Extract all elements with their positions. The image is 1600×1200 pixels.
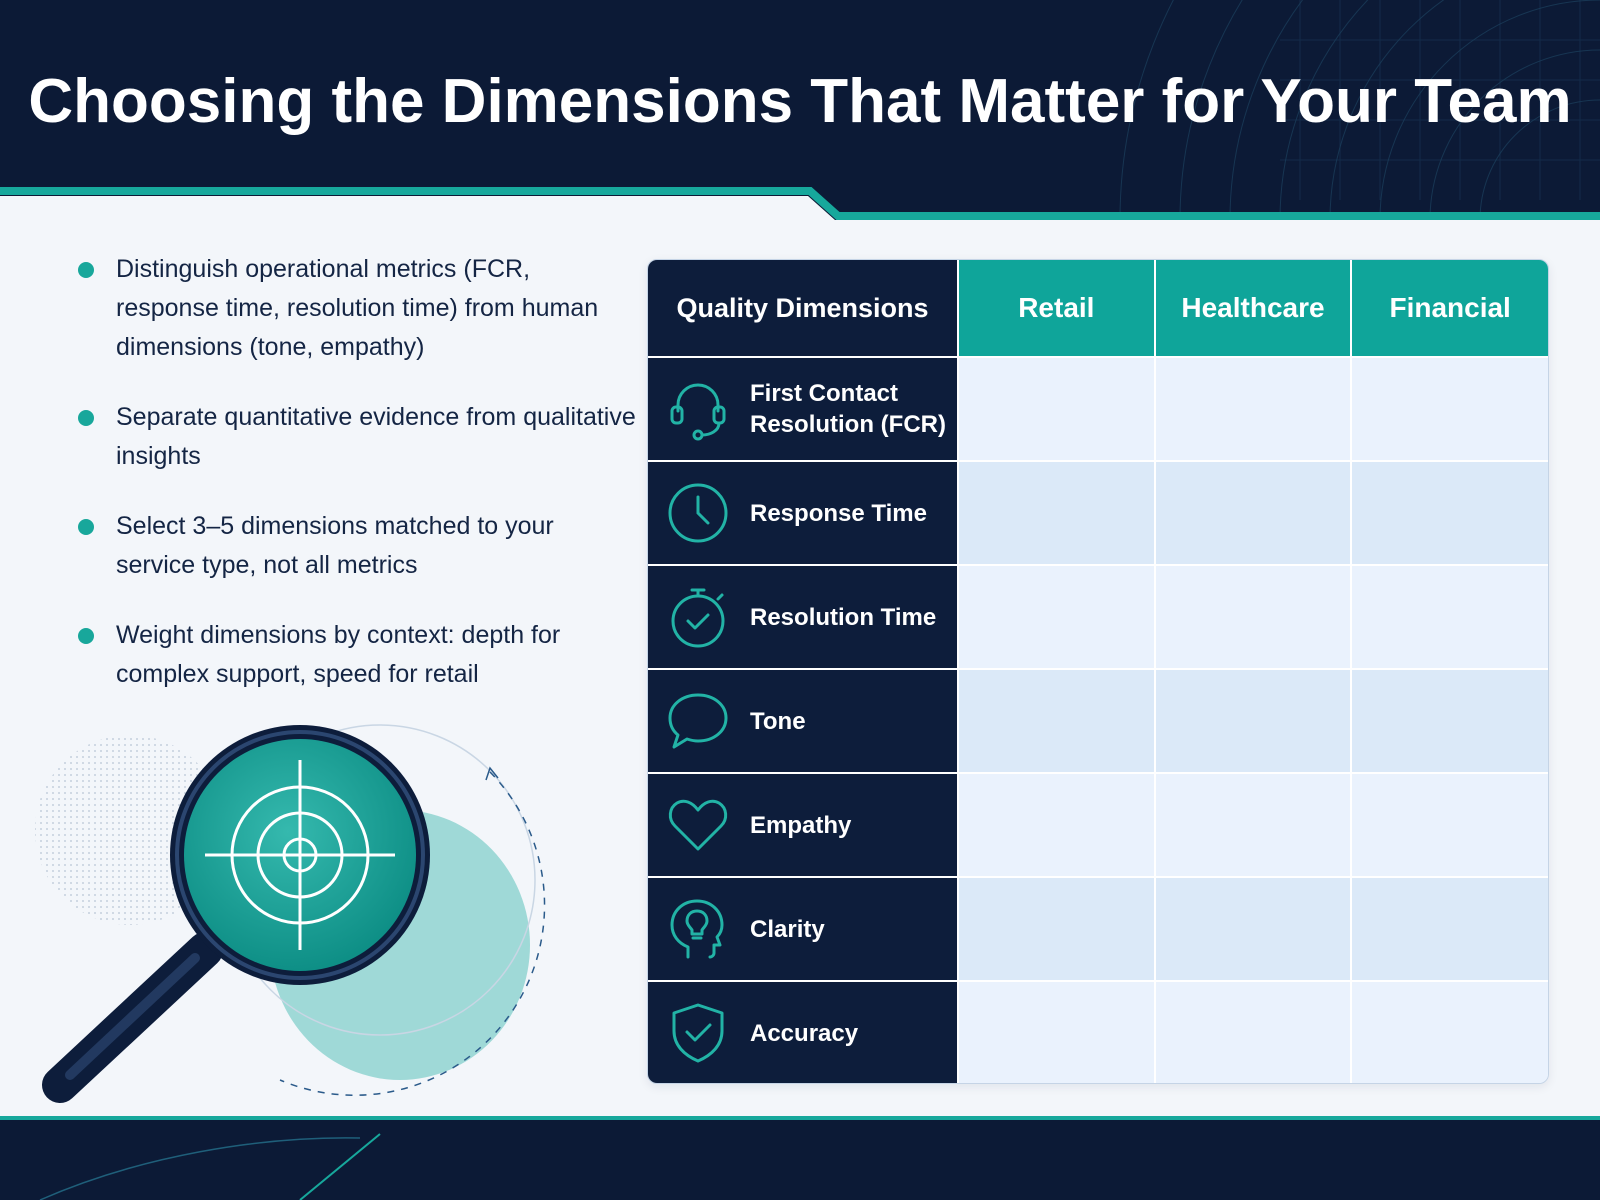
bullet-dot-icon xyxy=(78,519,94,535)
table-cell-healthcare xyxy=(1154,565,1353,670)
table-cell-financial xyxy=(1351,877,1548,982)
table-cell-healthcare xyxy=(1154,461,1353,566)
clock-icon xyxy=(668,483,728,543)
table-cell-financial xyxy=(1351,565,1548,670)
bullet-item: Distinguish operational metrics (FCR, re… xyxy=(76,250,636,367)
row-header-clarity: Clarity xyxy=(648,877,959,982)
bullet-text: Weight dimensions by context: depth for … xyxy=(116,621,561,688)
table-cell-retail xyxy=(958,669,1156,774)
table-row: Resolution Time xyxy=(648,565,1548,670)
row-label: First Contact Resolution (FCR) xyxy=(750,380,946,438)
table-cell-financial xyxy=(1351,357,1548,462)
table-row: Empathy xyxy=(648,773,1548,878)
heart-icon xyxy=(668,799,728,851)
table-cell-healthcare xyxy=(1154,669,1353,774)
row-header-resolution-time: Resolution Time xyxy=(648,565,959,670)
row-header-fcr: First Contact Resolution (FCR) xyxy=(648,357,959,462)
table-row: Tone xyxy=(648,669,1548,774)
table-cell-financial xyxy=(1351,773,1548,878)
column-header-financial: Financial xyxy=(1351,260,1548,358)
table-cell-financial xyxy=(1351,461,1548,566)
column-header-quality-dimensions: Quality Dimensions xyxy=(648,260,959,358)
header-background xyxy=(0,0,1600,220)
table-cell-healthcare xyxy=(1154,877,1353,982)
table-cell-healthcare xyxy=(1154,981,1353,1083)
bullet-dot-icon xyxy=(78,628,94,644)
table-cell-retail xyxy=(958,357,1156,462)
head-lightbulb-icon xyxy=(670,899,724,959)
row-label: Empathy xyxy=(750,811,852,839)
table-cell-retail xyxy=(958,461,1156,566)
row-header-accuracy: Accuracy xyxy=(648,981,959,1083)
table-cell-retail xyxy=(958,981,1156,1083)
bullet-item: Separate quantitative evidence from qual… xyxy=(76,398,636,476)
table-cell-retail xyxy=(958,773,1156,878)
row-label: Resolution Time xyxy=(750,603,937,631)
shield-check-icon xyxy=(672,1003,724,1063)
table-cell-healthcare xyxy=(1154,773,1353,878)
table-cell-financial xyxy=(1351,981,1548,1083)
column-header-healthcare: Healthcare xyxy=(1154,260,1353,358)
table-cell-healthcare xyxy=(1154,357,1353,462)
row-label: Clarity xyxy=(750,915,825,943)
magnifier-target-illustration xyxy=(35,724,546,1103)
page-title: Choosing the Dimensions That Matter for … xyxy=(28,67,1572,136)
table-cell-retail xyxy=(958,565,1156,670)
bullet-list: Distinguish operational metrics (FCR, re… xyxy=(76,250,636,725)
row-label: Accuracy xyxy=(750,1019,859,1047)
dimensions-grid: Quality Dimensions Retail Healthcare Fin… xyxy=(648,260,1548,1083)
bullet-dot-icon xyxy=(78,262,94,278)
speech-bubble-icon xyxy=(668,693,728,749)
table-row: First Contact Resolution (FCR) xyxy=(648,357,1548,462)
row-label: Response Time xyxy=(750,499,927,527)
row-header-empathy: Empathy xyxy=(648,773,959,878)
headset-icon xyxy=(670,383,726,441)
footer-band xyxy=(0,1116,1600,1200)
row-header-response-time: Response Time xyxy=(648,461,959,566)
bullet-text: Separate quantitative evidence from qual… xyxy=(116,403,636,470)
quality-dimensions-table: Quality Dimensions Retail Healthcare Fin… xyxy=(647,259,1549,1084)
bullet-text: Select 3–5 dimensions matched to your se… xyxy=(116,512,554,579)
header-banner: Choosing the Dimensions That Matter for … xyxy=(0,0,1600,220)
table-row: Response Time xyxy=(648,461,1548,566)
table-row: Accuracy xyxy=(648,981,1548,1083)
table-cell-financial xyxy=(1351,669,1548,774)
row-label: Tone xyxy=(750,707,806,735)
table-header-row: Quality Dimensions Retail Healthcare Fin… xyxy=(648,260,1548,358)
column-header-retail: Retail xyxy=(958,260,1156,358)
table-cell-retail xyxy=(958,877,1156,982)
row-header-tone: Tone xyxy=(648,669,959,774)
bullet-item: Select 3–5 dimensions matched to your se… xyxy=(76,507,636,585)
table-row: Clarity xyxy=(648,877,1548,982)
bullet-item: Weight dimensions by context: depth for … xyxy=(76,616,636,694)
stopwatch-icon xyxy=(671,588,725,648)
bullet-dot-icon xyxy=(78,410,94,426)
bullet-text: Distinguish operational metrics (FCR, re… xyxy=(116,255,599,361)
